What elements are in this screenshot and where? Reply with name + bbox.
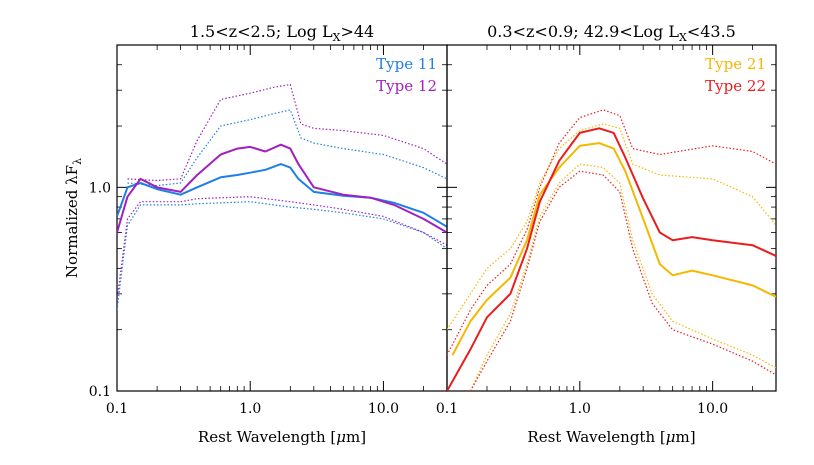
series-lower-line	[469, 163, 776, 391]
x-label-main: Rest Wavelength [	[527, 428, 665, 446]
x-tick-label: 10.0	[697, 401, 728, 417]
x-tick-label: 1.0	[239, 401, 261, 417]
x-axis-label: Rest Wavelength [μm]	[527, 428, 695, 446]
series-median-line	[117, 163, 447, 228]
x-tick-label: 1.0	[569, 401, 591, 417]
plot-frame	[116, 44, 448, 392]
x-tick-label: 0.1	[106, 401, 128, 417]
x-label-main: Rest Wavelength [	[198, 428, 336, 446]
title-tail: <43.5	[687, 22, 736, 41]
x-tick-label: 0.1	[436, 401, 458, 417]
y-tick-label: 1.0	[89, 180, 111, 196]
panel-right: 0.1 1.0 10.0 Type 21 Type 22 0.3<z<0.9; 42.9<…	[436, 22, 777, 446]
series-upper-line	[127, 109, 447, 187]
y-tick-label: 0.1	[89, 384, 111, 400]
series-lines	[447, 109, 776, 391]
title-tail: >44	[340, 22, 374, 41]
series-lower-line	[117, 196, 447, 300]
series-lower-line	[117, 201, 447, 311]
title-subscript: X	[679, 31, 687, 44]
chart-title: 0.3<z<0.9; 42.9<Log LX<43.5	[487, 22, 736, 44]
title-main: 1.5<z<2.5; Log L	[190, 22, 333, 41]
x-label-mu: μ	[336, 428, 346, 446]
series-lines	[117, 83, 447, 311]
title-subscript: X	[333, 31, 341, 44]
series-upper-line	[127, 83, 447, 182]
panel-left: 0.1 1.0 10.0 0.1 1.0 Type 11 Type 12 1.5<z<2.5;…	[63, 22, 448, 446]
x-axis-label: Rest Wavelength [μm]	[198, 428, 366, 446]
series-lower-line	[469, 170, 776, 391]
x-label-tail: m]	[676, 428, 696, 446]
x-tick-label: 10.0	[368, 401, 399, 417]
legend-entry: Type 21	[705, 55, 766, 73]
legend-entry: Type 11	[376, 55, 437, 73]
series-median-line	[117, 143, 447, 234]
chart-title: 1.5<z<2.5; Log LX>44	[190, 22, 374, 44]
x-label-mu: μ	[666, 428, 676, 446]
y-label-subscript: λ	[71, 158, 84, 165]
x-label-tail: m]	[346, 428, 366, 446]
series-median-line	[451, 142, 776, 356]
legend-entry: Type 12	[376, 77, 437, 95]
plot-frame	[446, 44, 777, 392]
y-axis-label: Normalized λFλ	[63, 158, 84, 278]
legend-entry: Type 22	[705, 77, 766, 95]
title-main: 0.3<z<0.9; 42.9<Log L	[487, 22, 679, 41]
series-median-line	[447, 127, 776, 391]
series-upper-line	[447, 109, 776, 356]
y-label-main: Normalized λF	[63, 165, 81, 278]
series-upper-line	[447, 123, 776, 331]
